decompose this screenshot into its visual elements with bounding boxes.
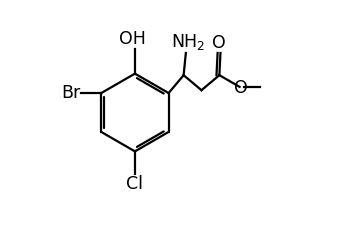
Text: OH: OH	[119, 30, 146, 48]
Text: O: O	[212, 34, 226, 52]
Text: O: O	[234, 79, 248, 97]
Text: Br: Br	[61, 84, 80, 102]
Text: Cl: Cl	[126, 175, 143, 193]
Text: NH$_2$: NH$_2$	[171, 32, 205, 52]
